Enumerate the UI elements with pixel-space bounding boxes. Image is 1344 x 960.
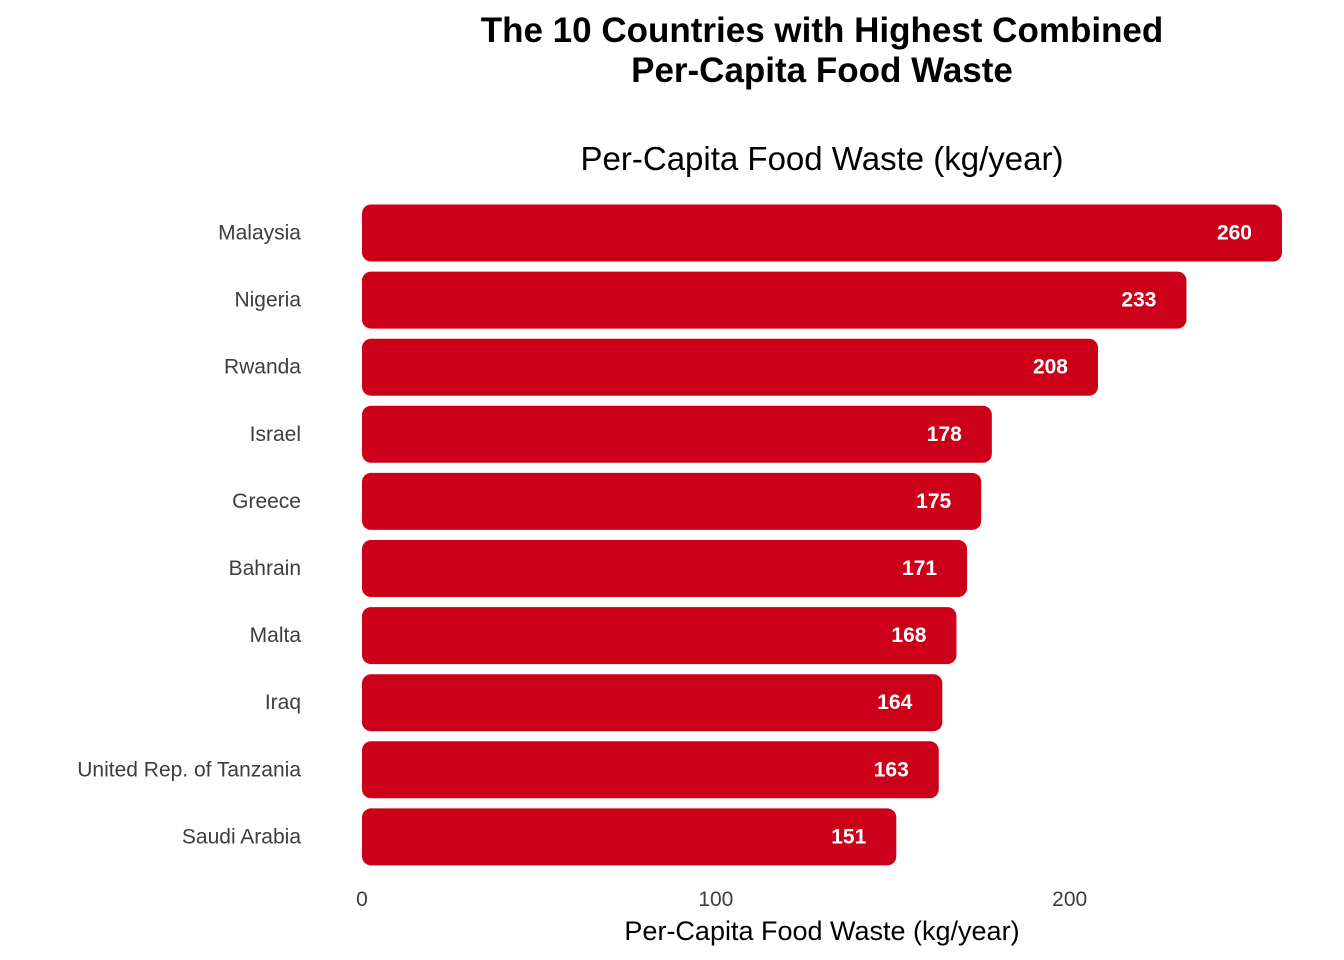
value-label: 151 [831,825,866,848]
category-label: Greece [232,490,301,513]
chart-title-line-1: The 10 Countries with Highest Combined [481,11,1164,50]
value-label: 260 [1217,222,1252,245]
x-tick-label: 100 [698,888,733,911]
value-label: 175 [916,490,951,513]
bar-saudi-arabia [362,808,897,866]
value-label: 163 [874,758,909,781]
bar-israel [362,405,992,463]
bar-malaysia [362,204,1282,262]
category-label: Nigeria [234,289,301,312]
bar-united-rep-of-tanzania [362,741,939,799]
x-tick-label: 200 [1052,888,1087,911]
category-label: Iraq [265,691,301,714]
value-label: 164 [877,691,912,714]
x-axis-ticks: 0 100 200 [356,888,1087,911]
x-axis-title: Per-Capita Food Waste (kg/year) [624,916,1019,946]
bar-nigeria [362,271,1187,329]
category-label: Malta [250,624,302,647]
category-label: Bahrain [229,557,301,580]
category-labels: Malaysia Nigeria Rwanda Israel Greece Bahrain… [77,222,301,849]
value-label: 233 [1121,289,1156,312]
category-label: Israel [250,423,301,446]
x-tick-label: 0 [356,888,368,911]
value-labels: 260 233 208 178 175 171 168 164 163 151 [831,222,1252,849]
bar-bahrain [362,540,968,597]
chart-title-line-2: Per-Capita Food Waste [631,51,1013,90]
category-label: Malaysia [218,222,301,245]
chart-subtitle: Per-Capita Food Waste (kg/year) [581,140,1064,177]
bar-greece [362,472,982,530]
value-label: 208 [1033,356,1068,379]
category-label: United Rep. of Tanzania [77,758,301,781]
value-label: 178 [927,423,962,446]
bar-malta [362,607,957,665]
value-label: 168 [891,624,926,647]
bar-iraq [362,674,943,732]
category-label: Rwanda [224,356,301,379]
bars-group [362,204,1282,866]
bar-rwanda [362,338,1098,396]
category-label: Saudi Arabia [182,825,301,848]
value-label: 171 [902,557,937,580]
